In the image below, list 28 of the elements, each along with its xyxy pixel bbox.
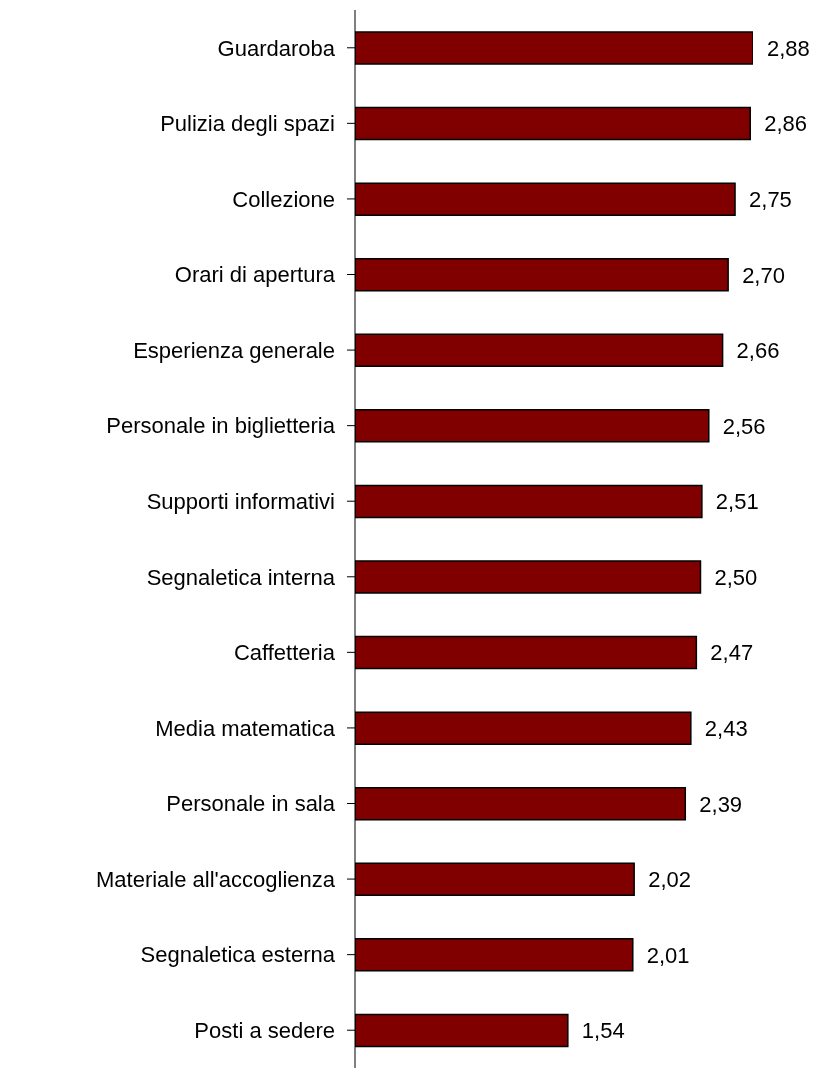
data-label: 2,50 — [714, 564, 758, 590]
data-label: 2,51 — [715, 489, 759, 515]
data-label: 2,47 — [710, 640, 754, 666]
data-label: 2,56 — [722, 413, 766, 439]
y-tick-label: Esperienza generale — [133, 337, 335, 363]
y-tick-label: Segnaletica esterna — [140, 942, 336, 968]
y-tick-label: Guardaroba — [217, 35, 336, 61]
y-tick-label: Supporti informativi — [146, 489, 335, 515]
data-label: 2,43 — [704, 715, 748, 741]
y-tick-label: Personale in sala — [166, 791, 336, 817]
y-tick-label: Orari di apertura — [174, 262, 336, 288]
y-tick-label: Personale in biglietteria — [106, 413, 336, 439]
y-tick-label: Posti a sedere — [194, 1018, 335, 1044]
y-tick-label: Pulizia degli spazi — [160, 111, 335, 137]
data-label: 2,88 — [767, 35, 810, 61]
data-label: 2,01 — [646, 942, 690, 968]
data-label: 2,75 — [749, 186, 792, 212]
data-label: 2,66 — [736, 338, 780, 364]
data-label: 2,02 — [648, 867, 691, 893]
data-label: 1,54 — [581, 1018, 625, 1044]
y-tick-label: Media matematica — [155, 715, 336, 741]
data-label: 2,70 — [742, 262, 785, 288]
y-tick-label: Materiale all'accoglienza — [96, 866, 336, 892]
data-label: 2,86 — [764, 111, 808, 137]
y-tick-label: Caffetteria — [233, 640, 336, 666]
y-tick-label: Segnaletica interna — [146, 564, 336, 590]
y-tick-label: Collezione — [232, 186, 335, 212]
data-label: 2,39 — [699, 791, 743, 817]
